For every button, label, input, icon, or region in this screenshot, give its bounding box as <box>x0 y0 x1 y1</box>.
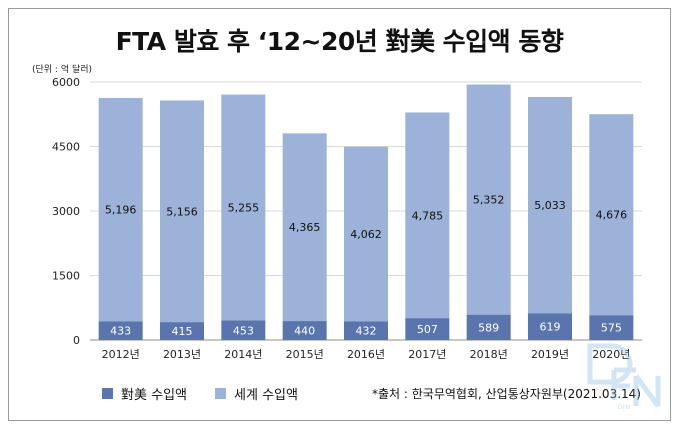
bar-us <box>282 321 327 340</box>
legend-swatch-us <box>102 387 113 399</box>
bar-us <box>405 318 450 340</box>
data-label-us: 575 <box>601 322 622 335</box>
y-tick-label: 4500 <box>52 141 80 154</box>
data-label-us: 619 <box>540 321 561 334</box>
x-tick-label: 2012년 <box>102 348 140 361</box>
bar-us <box>160 322 204 340</box>
data-label-world: 4,785 <box>412 209 444 222</box>
data-label-world: 4,365 <box>289 221 321 234</box>
x-tick-label: 2017년 <box>408 348 446 361</box>
x-tick-label: 2016년 <box>347 348 385 361</box>
x-tick-label: 2020년 <box>592 348 630 361</box>
source-note: *출처 : 한국무역협회, 산업통상자원부(2021.03.14) <box>372 387 641 401</box>
y-tick-label: 6000 <box>52 76 80 89</box>
x-tick-label: 2014년 <box>224 348 262 361</box>
unit-label: (단위 : 억 달러) <box>32 65 93 75</box>
y-tick-label: 1500 <box>52 270 80 283</box>
bar-world <box>98 97 143 322</box>
legend-label-us: 對美 수입액 <box>121 387 188 403</box>
legend-item-us: 對美 수입액 <box>102 384 187 403</box>
data-label-us: 507 <box>417 323 438 336</box>
data-label-world: 4,062 <box>350 228 382 241</box>
data-label-us: 440 <box>294 325 315 338</box>
legend: 對美 수입액 세계 수입액 <box>102 384 326 403</box>
data-label-us: 432 <box>356 325 377 338</box>
bar-world <box>282 133 327 322</box>
data-label-world: 5,196 <box>105 204 137 217</box>
data-label-world: 5,352 <box>473 194 505 207</box>
data-label-world: 5,255 <box>228 202 260 215</box>
bar-world <box>160 100 204 323</box>
data-label-us: 453 <box>233 324 254 337</box>
x-tick-label: 2015년 <box>286 348 324 361</box>
bar-us <box>98 321 143 340</box>
data-label-world: 5,033 <box>534 199 566 212</box>
bar-us <box>466 314 511 340</box>
data-label-world: 4,676 <box>596 209 628 222</box>
data-label-us: 589 <box>478 321 499 334</box>
bar-us <box>528 313 572 340</box>
bar-world <box>589 114 634 316</box>
bar-world <box>221 94 266 321</box>
x-tick-label: 2018년 <box>470 348 508 361</box>
watermark-text: DFN <box>618 404 631 411</box>
data-label-us: 415 <box>172 325 193 338</box>
bar-world <box>466 84 511 315</box>
bar-us <box>221 320 266 340</box>
x-tick-label: 2013년 <box>163 348 201 361</box>
bar-world <box>528 96 572 314</box>
y-tick-label: 3000 <box>52 205 80 218</box>
legend-item-world: 세계 수입액 <box>215 384 298 403</box>
data-label-us: 433 <box>110 325 131 338</box>
bar-us <box>589 315 634 340</box>
dfn-watermark-logo: DFN <box>587 343 661 411</box>
x-tick-label: 2019년 <box>531 348 569 361</box>
legend-swatch-world <box>215 387 227 399</box>
bar-world <box>344 146 388 322</box>
legend-label-world: 세계 수입액 <box>234 387 298 403</box>
bar-world <box>405 112 450 319</box>
data-label-world: 5,156 <box>166 205 198 218</box>
chart-title: FTA 발효 후 ‘12~20년 對美 수입액 동향 <box>115 27 564 56</box>
y-tick-label: 0 <box>73 334 80 347</box>
bar-us <box>344 321 388 340</box>
